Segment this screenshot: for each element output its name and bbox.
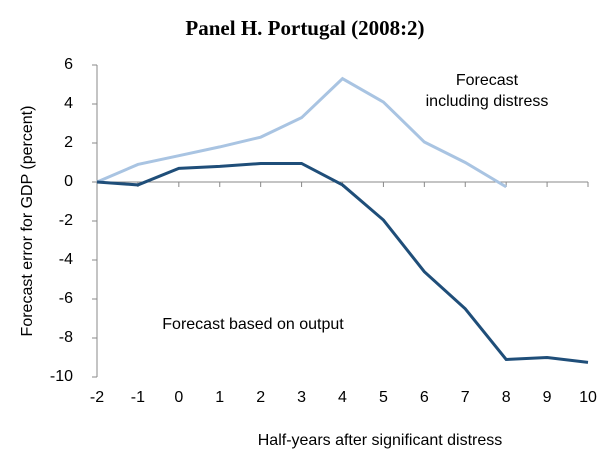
x-tick-label: 8 <box>502 389 511 406</box>
x-tick-label: 6 <box>420 389 429 406</box>
x-tick-label: 3 <box>297 389 306 406</box>
x-tick-label: 1 <box>215 389 224 406</box>
x-tick-label: 10 <box>579 389 597 406</box>
y-tick-label: 4 <box>64 95 73 112</box>
y-tick-label: -2 <box>59 212 73 229</box>
x-tick-label: 7 <box>461 389 470 406</box>
series-line <box>96 76 507 189</box>
chart-title: Panel H. Portugal (2008:2) <box>185 16 424 40</box>
x-tick-label: 2 <box>256 389 265 406</box>
y-tick-label: -10 <box>50 368 73 385</box>
y-tick-label: -8 <box>59 329 73 346</box>
y-axis-label: Forecast error for GDP (percent) <box>19 106 36 337</box>
series-label: Forecast based on output <box>162 316 344 333</box>
y-tick-label: 6 <box>64 56 73 73</box>
y-tick-label: 0 <box>64 173 73 190</box>
y-tick-label: -6 <box>59 290 73 307</box>
series-line <box>96 161 589 364</box>
x-axis-label: Half-years after significant distress <box>258 432 503 449</box>
x-tick-label: 4 <box>338 389 347 406</box>
y-tick-label: -4 <box>59 251 73 268</box>
x-tick-label: -2 <box>90 389 104 406</box>
x-tick-label: 9 <box>543 389 552 406</box>
y-tick-label: 2 <box>64 134 73 151</box>
x-tick-label: 0 <box>174 389 183 406</box>
x-tick-label: -1 <box>131 389 145 406</box>
x-tick-label: 5 <box>379 389 388 406</box>
series-label: Forecast including distress <box>426 72 549 110</box>
